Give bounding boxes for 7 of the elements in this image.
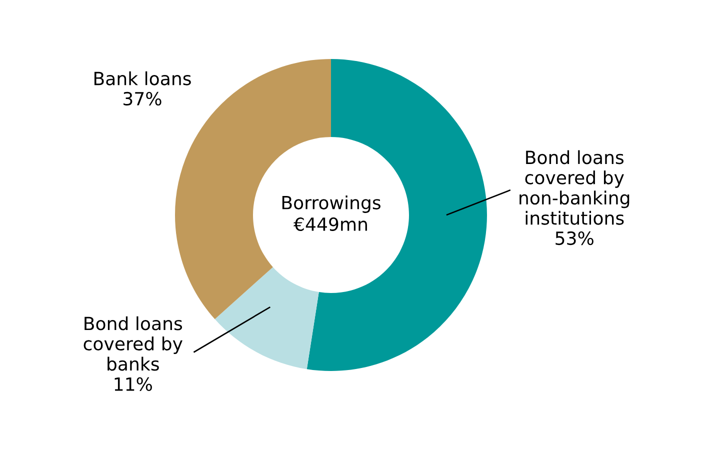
slice-label: Bond loans covered by banks xyxy=(84,316,182,371)
slice-label: Bond loans covered by non-banking institutions xyxy=(520,150,630,225)
text: Borrowings €449mn xyxy=(282,195,380,232)
data-label: 37% xyxy=(124,92,162,106)
slice-label: Bank loans xyxy=(94,71,191,86)
data-label: 53% xyxy=(556,231,594,246)
data-label: 11% xyxy=(114,377,152,391)
